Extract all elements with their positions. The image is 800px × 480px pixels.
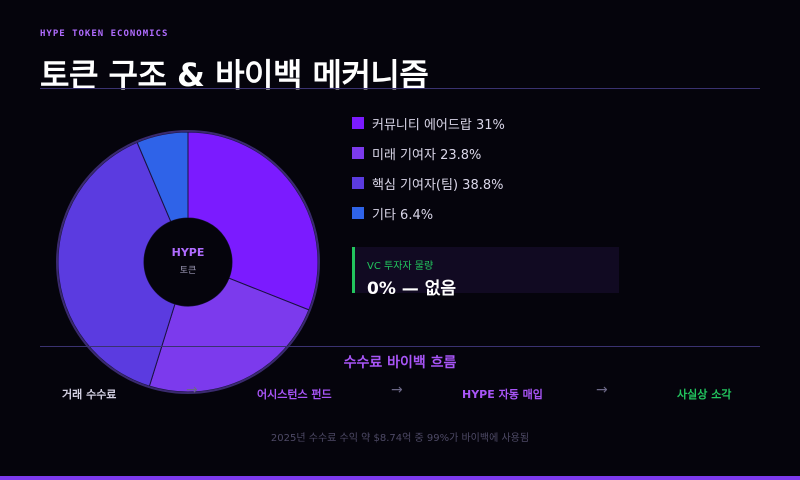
legend-swatch [352,117,364,129]
legend-swatch [352,207,364,219]
title-divider [40,88,760,89]
legend-item-future-contributors: 미래 기여자 23.8% [352,145,505,163]
footnote: 2025년 수수료 수익 약 $8.74억 중 99%가 바이백에 사용됨 [270,433,530,444]
flow-arrow-icon: → [596,382,608,398]
flow-step-trading-fees: 거래 수수료 [62,388,117,401]
chart-legend: 커뮤니티 에어드랍 31% 미래 기여자 23.8% 핵심 기여자(팀) 38.… [352,115,505,235]
flow-step-assistance-fund: 어시스턴스 펀드 [257,388,332,401]
donut-outline [56,130,320,394]
vc-label: VC 투자자 물량 [367,261,434,272]
flow-arrow-icon: → [391,382,403,398]
legend-item-airdrop: 커뮤니티 에어드랍 31% [352,115,505,133]
legend-label: 커뮤니티 에어드랍 31% [372,117,505,133]
flow-step-auto-buyback: HYPE 자동 매입 [462,388,543,401]
legend-label: 핵심 기여자(팀) 38.8% [372,177,504,193]
flow-title: 수수료 바이백 흐름 [343,355,457,371]
page-title: 토큰 구조 & 바이백 메커니즘 [40,56,429,94]
legend-swatch [352,147,364,159]
flow-arrow-icon: → [186,382,198,398]
vc-value: 0% — 없음 [367,279,456,299]
donut-center-sublabel: 토큰 [180,265,197,276]
page-kicker: HYPE TOKEN ECONOMICS [40,29,169,39]
legend-item-other: 기타 6.4% [352,205,505,223]
donut-hole [144,218,232,306]
flow-divider [40,346,760,347]
legend-label: 미래 기여자 23.8% [372,147,482,163]
legend-item-core-contributors: 핵심 기여자(팀) 38.8% [352,175,505,193]
bottom-accent-bar [0,476,800,480]
donut-center-label: HYPE [172,246,205,259]
flow-step-effective-burn: 사실상 소각 [677,388,732,401]
legend-label: 기타 6.4% [372,207,434,223]
token-distribution-donut-chart: HYPE 토큰 [56,130,320,394]
vc-allocation-callout: VC 투자자 물량 0% — 없음 [352,247,619,299]
legend-swatch [352,177,364,189]
